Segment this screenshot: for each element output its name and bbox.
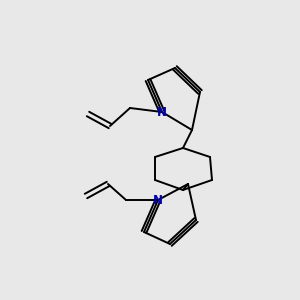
Text: N: N [153, 194, 163, 206]
Text: N: N [157, 106, 167, 118]
